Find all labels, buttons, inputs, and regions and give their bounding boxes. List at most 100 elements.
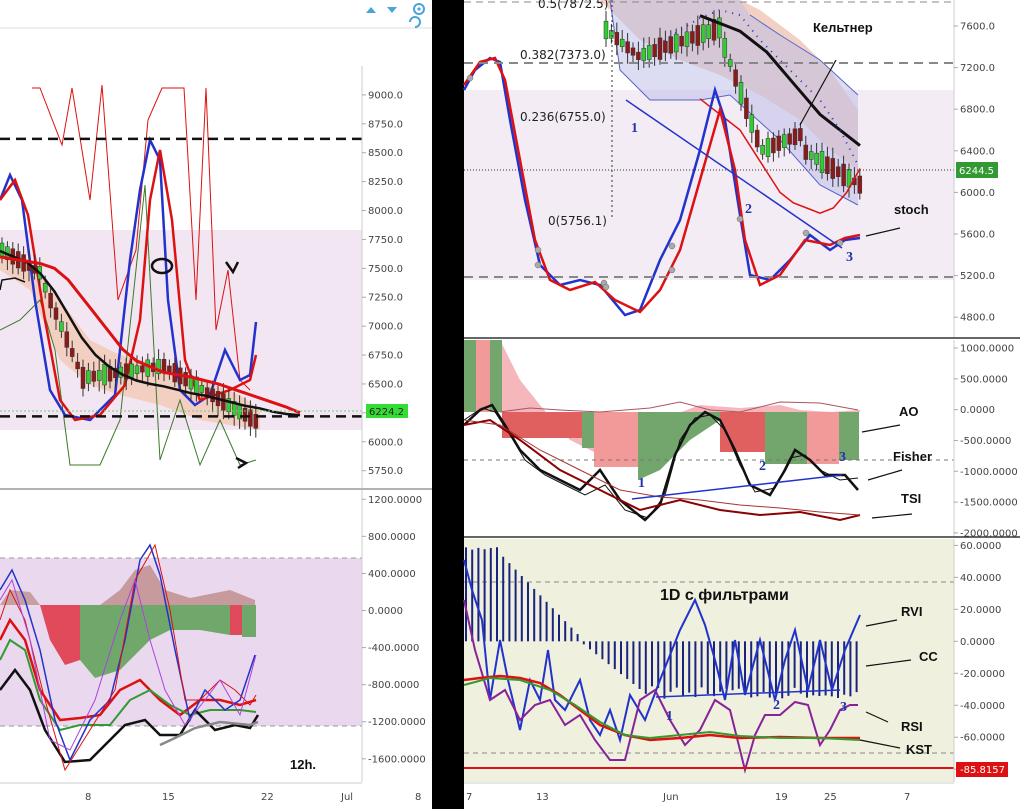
right-last-price-text: 6244.5 xyxy=(959,166,994,177)
x-tick-label: 13 xyxy=(536,792,549,803)
candle xyxy=(248,409,253,427)
left-circle-mark xyxy=(150,257,174,275)
candle xyxy=(792,128,798,146)
candle xyxy=(183,372,188,387)
y-tick-label: 800.0000 xyxy=(368,532,416,543)
x-tick-label: 7 xyxy=(466,792,472,803)
right-candles xyxy=(603,10,863,200)
right-keltner-mid-black xyxy=(699,14,861,147)
y-tick-label: -400.0000 xyxy=(368,643,419,654)
y-tick-label: -1000.0000 xyxy=(960,467,1018,478)
x-tick-label: 22 xyxy=(261,792,274,803)
candle xyxy=(21,254,26,272)
y-tick-label: 0.0000 xyxy=(960,405,995,416)
candle xyxy=(42,283,48,293)
fib-level-0-5: 0.5(7872.5) xyxy=(538,0,608,11)
left-osc-y-axis: 1200.0000 800.0000 400.0000 0.0000 -400.0000… xyxy=(362,495,426,765)
candle xyxy=(145,359,151,377)
right-price-panel: 0.5(7872.5) 0.382(7373.0) 0.236(6755.0) … xyxy=(462,0,998,338)
x-tick-label: Jul xyxy=(340,792,353,803)
filters-wave-3: 3 xyxy=(840,700,847,715)
y-tick-label: 1200.0000 xyxy=(368,495,422,506)
candle xyxy=(803,144,809,160)
candle xyxy=(609,30,614,39)
candle xyxy=(717,17,722,39)
left-red-thin-osc xyxy=(32,84,251,391)
x-tick-label: Jun xyxy=(662,792,679,803)
cc-histogram xyxy=(465,547,858,699)
wave-label-3: 3 xyxy=(846,250,853,265)
candle xyxy=(253,414,259,429)
left-stoch-blue xyxy=(0,136,258,422)
filters-background xyxy=(464,539,954,782)
candle xyxy=(706,24,711,39)
candle xyxy=(156,358,161,375)
y-tick-label: 500.0000 xyxy=(960,374,1008,385)
candle xyxy=(48,293,53,309)
y-tick-label: -1200.0000 xyxy=(368,717,426,728)
y-tick-label: -800.0000 xyxy=(368,680,419,691)
filters-last-value-text: -85.8157 xyxy=(960,765,1005,776)
ao-wave-1: 1 xyxy=(638,476,645,491)
candle xyxy=(123,363,129,380)
left-oscillator-panel: 1200.0000 800.0000 400.0000 0.0000 -400.0000… xyxy=(0,490,426,803)
y-tick-label: 7750.0 xyxy=(368,235,403,246)
y-tick-label: 9000.0 xyxy=(368,90,403,101)
y-tick-label: 4800.0 xyxy=(960,313,995,324)
x-tick-label: 7 xyxy=(904,792,910,803)
candle xyxy=(102,363,107,386)
left-last-price-text: 6224.2 xyxy=(369,407,404,418)
candle xyxy=(199,385,205,393)
rsi-label: RSI xyxy=(901,719,923,734)
candle xyxy=(668,36,674,54)
candle xyxy=(140,365,145,373)
candle xyxy=(59,321,64,332)
candle xyxy=(744,97,749,119)
candle xyxy=(210,388,215,403)
left-candles xyxy=(0,237,259,438)
fib-level-0-382: 0.382(7373.0) xyxy=(520,48,606,62)
right-last-price-badge xyxy=(956,162,998,178)
fib-level-0: 0(5756.1) xyxy=(548,214,607,228)
up-triangle-icon[interactable] xyxy=(366,7,376,13)
right-ma-red xyxy=(699,98,861,215)
candle xyxy=(841,163,846,187)
y-tick-label: 40.0000 xyxy=(960,573,1001,584)
candle xyxy=(814,152,819,165)
candle xyxy=(53,307,59,320)
candle xyxy=(603,20,609,40)
candle xyxy=(91,370,97,382)
candle xyxy=(857,175,863,194)
candle xyxy=(776,135,782,151)
y-tick-label: 7600.0 xyxy=(960,22,995,33)
y-tick-label: 1000.0000 xyxy=(960,344,1014,355)
kst-label: KST xyxy=(906,742,932,757)
candle xyxy=(754,129,760,148)
y-tick-label: 60.0000 xyxy=(960,541,1001,552)
refresh-icon[interactable] xyxy=(409,16,421,28)
candle xyxy=(684,31,690,47)
y-tick-label: -60.0000 xyxy=(960,733,1005,744)
gear-icon[interactable] xyxy=(413,3,425,15)
y-tick-label: -2000.0000 xyxy=(960,528,1018,539)
candle xyxy=(242,408,248,422)
left-black-stub xyxy=(0,277,26,291)
keltner-label: Кельтнер xyxy=(813,20,873,35)
left-timeframe-label: 12h. xyxy=(290,757,316,772)
candle xyxy=(695,25,701,46)
candle xyxy=(86,370,91,384)
y-tick-label: 0.0000 xyxy=(960,637,995,648)
x-tick-label: 25 xyxy=(824,792,837,803)
candle xyxy=(657,37,663,60)
down-triangle-icon[interactable] xyxy=(387,7,397,13)
y-tick-label: 0.0000 xyxy=(368,606,403,617)
ao-wave-2: 2 xyxy=(759,459,766,474)
candle xyxy=(835,166,841,177)
y-tick-label: 6400.0 xyxy=(960,146,995,157)
right-price-y-axis: 7600.0 7200.0 6800.0 6400.0 6000.0 5600.0 5200… xyxy=(954,22,995,324)
candle xyxy=(679,35,684,47)
y-tick-label: 7250.0 xyxy=(368,293,403,304)
left-x-axis: 8 15 22 Jul 8 xyxy=(85,792,421,803)
filters-title: 1D с фильтрами xyxy=(660,587,789,604)
